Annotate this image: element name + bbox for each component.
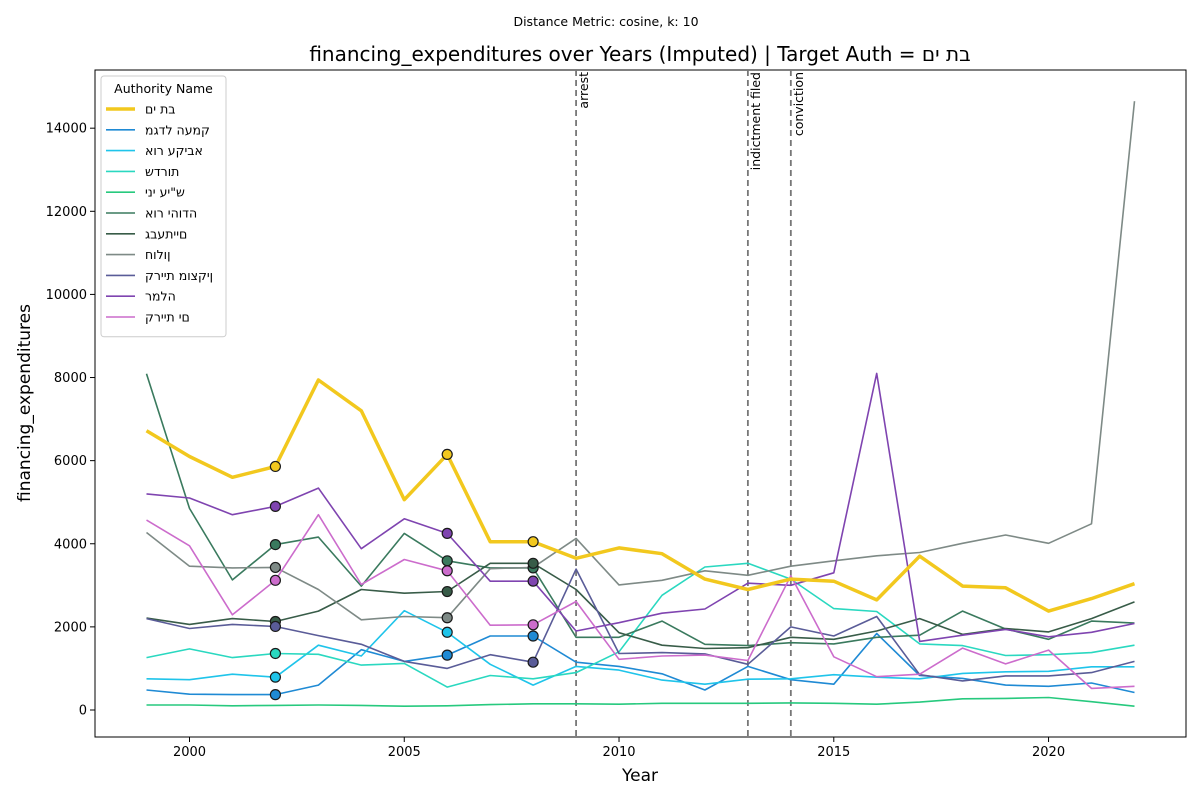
imputed-point bbox=[441, 448, 453, 461]
event-label: arrest bbox=[576, 72, 591, 109]
y-tick-label: 12000 bbox=[46, 205, 87, 220]
imputed-point bbox=[269, 689, 282, 701]
legend-label: תורדש bbox=[145, 164, 179, 179]
y-tick-label: 0 bbox=[79, 703, 87, 718]
chart-subtitle: Distance Metric: cosine, k: 10 bbox=[513, 14, 698, 29]
x-tick-label: 2005 bbox=[388, 745, 421, 760]
legend-label: םי תיירק bbox=[145, 310, 190, 325]
legend: Authority Name בת ים קמעה לדגמ אביקע רוא תור… bbox=[100, 75, 227, 338]
imputed-point bbox=[441, 649, 453, 661]
legend-label: ןיקצומ תיירק bbox=[145, 268, 213, 283]
imputed-point bbox=[441, 612, 453, 624]
imputed-point bbox=[269, 538, 282, 551]
imputed-point bbox=[527, 557, 539, 569]
x-tick-label: 2015 bbox=[817, 745, 850, 760]
imputed-point bbox=[527, 536, 539, 548]
legend-label: קמעה לדגמ bbox=[145, 122, 210, 137]
imputed-point bbox=[269, 460, 282, 473]
y-tick-label: 2000 bbox=[54, 620, 87, 635]
series-line bbox=[146, 562, 1135, 688]
axis-ticks: 2000 2005 2010 2015 2020 0 2000 4000 6000 8000 100… bbox=[46, 122, 1065, 760]
imputed-point bbox=[269, 574, 282, 586]
series-line bbox=[146, 372, 1135, 643]
imputed-markers bbox=[269, 448, 539, 701]
imputed-point bbox=[527, 619, 539, 631]
legend-label: ש"יע יני bbox=[145, 185, 185, 200]
y-tick-label: 6000 bbox=[54, 454, 87, 469]
imputed-point bbox=[527, 630, 539, 642]
legend-label: אביקע רוא bbox=[145, 143, 203, 158]
y-tick-label: 8000 bbox=[54, 371, 87, 386]
imputed-point bbox=[527, 656, 539, 668]
y-tick-label: 4000 bbox=[54, 537, 87, 552]
event-label: conviction bbox=[791, 72, 806, 136]
imputed-point bbox=[269, 671, 282, 683]
x-tick-label: 2020 bbox=[1032, 745, 1065, 760]
series-line bbox=[146, 513, 1135, 690]
y-tick-label: 14000 bbox=[46, 122, 87, 137]
imputed-point bbox=[269, 647, 282, 660]
imputed-point bbox=[269, 500, 282, 512]
imputed-point bbox=[441, 555, 453, 567]
legend-box bbox=[100, 75, 227, 338]
legend-label: ןולוח bbox=[145, 247, 171, 262]
imputed-point bbox=[269, 620, 282, 633]
imputed-point bbox=[527, 575, 539, 587]
imputed-point bbox=[269, 561, 282, 574]
y-axis-label: financing_expenditures bbox=[15, 304, 35, 502]
series-line bbox=[146, 562, 1135, 650]
imputed-point bbox=[441, 626, 453, 638]
series-line bbox=[146, 568, 1135, 682]
series-line bbox=[146, 101, 1136, 621]
imputed-point bbox=[441, 527, 453, 539]
series-line bbox=[145, 378, 1136, 613]
x-tick-label: 2000 bbox=[173, 745, 206, 760]
legend-label: הלמר bbox=[145, 289, 176, 304]
plot-area bbox=[94, 69, 1187, 738]
imputed-point bbox=[441, 585, 453, 598]
chart-title: financing_expenditures over Years (Imput… bbox=[309, 42, 970, 66]
series-line bbox=[146, 696, 1135, 708]
y-tick-label: 10000 bbox=[46, 288, 87, 303]
x-axis-label: Year bbox=[621, 766, 658, 786]
series-line bbox=[145, 373, 1135, 647]
x-tick-label: 2010 bbox=[602, 745, 635, 760]
legend-label: הדוהי רוא bbox=[145, 206, 197, 221]
event-lines: arrest indictment filed conviction bbox=[575, 70, 806, 737]
event-label: indictment filed bbox=[748, 72, 763, 170]
legend-label: םייתעבג bbox=[145, 226, 187, 241]
series-lines bbox=[145, 101, 1136, 708]
imputed-point bbox=[441, 565, 453, 577]
series-line bbox=[146, 609, 1135, 686]
legend-title: Authority Name bbox=[114, 81, 213, 96]
legend-label: בת ים bbox=[145, 102, 176, 117]
